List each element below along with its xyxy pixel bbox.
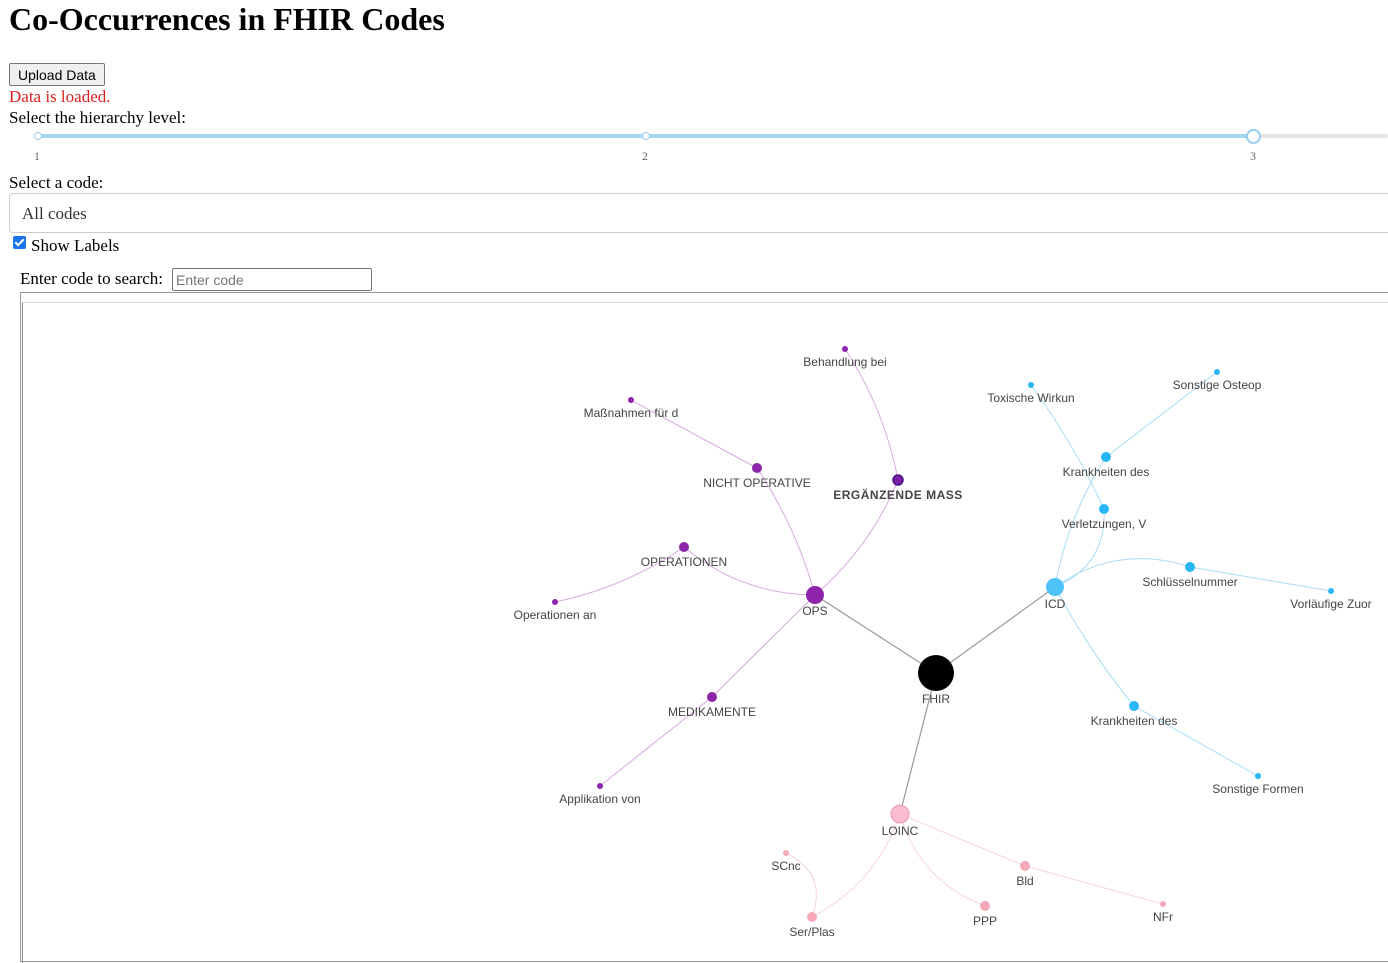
node-label-ops-behandlung: Behandlung bei xyxy=(803,355,886,369)
node-ops-behandlung[interactable] xyxy=(842,346,848,352)
node-label-icd-krankheiten2: Krankheiten des xyxy=(1091,714,1178,728)
hierarchy-label: Select the hierarchy level: xyxy=(9,108,186,127)
node-ops-ergaenz[interactable] xyxy=(892,474,904,486)
edge-icd_krankheiten1-icd_sonstige_osteop xyxy=(1105,371,1218,458)
edge-loinc_serplas-loinc_scnc xyxy=(785,852,817,918)
show-labels-checkbox[interactable] xyxy=(13,236,26,249)
node-label-ops-operationen: OPERATIONEN xyxy=(641,555,727,569)
code-select-label: Select a code: xyxy=(9,173,104,192)
node-ops-nicht[interactable] xyxy=(752,463,762,473)
node-loinc-serplas[interactable] xyxy=(807,912,817,922)
node-label-loinc-bld: Bld xyxy=(1016,874,1033,888)
node-ops-operationen[interactable] xyxy=(679,542,689,552)
edge-fhir-ops xyxy=(814,594,937,674)
slider-mark-2: 2 xyxy=(642,149,648,163)
edge-icd-icd_krankheiten2 xyxy=(1054,586,1135,707)
graph-edges xyxy=(554,348,1332,918)
slider-dot-1[interactable] xyxy=(34,132,42,140)
edge-icd_verletzungen-icd_toxische xyxy=(1030,384,1105,510)
node-icd[interactable] xyxy=(1046,578,1064,596)
slider-handle[interactable] xyxy=(1246,129,1261,144)
node-label-loinc-scnc: SCnc xyxy=(771,859,800,873)
node-label-loinc: LOINC xyxy=(882,824,919,838)
upload-data-button[interactable]: Upload Data xyxy=(9,63,105,86)
page-title: Co-Occurrences in FHIR Codes xyxy=(9,1,445,37)
node-ops-opan[interactable] xyxy=(552,599,558,605)
edge-ops-ops_nicht xyxy=(756,467,816,596)
node-label-fhir: FHIR xyxy=(922,692,950,706)
edge-icd_krankheiten2-icd_sonstige_formen xyxy=(1133,705,1259,777)
node-label-loinc-ppp: PPP xyxy=(973,914,997,928)
edge-ops_operationen-ops_opan xyxy=(554,546,685,603)
node-icd-sonstige-osteop[interactable] xyxy=(1214,369,1220,375)
node-loinc[interactable] xyxy=(890,804,910,824)
node-ops[interactable] xyxy=(806,586,824,604)
node-label-ops-massnahmen: Maßnahmen für d xyxy=(584,406,679,420)
code-search-input[interactable] xyxy=(172,268,372,291)
node-label-ops: OPS xyxy=(802,604,827,618)
graph-labels: FHIR OPS ICD LOINC NICHT OPERATIVE ERGÄNZENDE… xyxy=(514,355,1372,939)
node-icd-verletzungen[interactable] xyxy=(1099,504,1109,514)
node-label-ops-nicht: NICHT OPERATIVE xyxy=(703,476,811,490)
node-icd-krankheiten2[interactable] xyxy=(1129,701,1139,711)
node-icd-sonstige-formen[interactable] xyxy=(1255,773,1261,779)
edge-ops_medikamente-ops_applikation xyxy=(599,696,713,787)
hierarchy-slider[interactable] xyxy=(34,126,1388,146)
edge-icd-icd_verletzungen xyxy=(1054,508,1105,588)
node-label-icd-sonstige-osteop: Sonstige Osteop xyxy=(1173,378,1262,392)
edge-ops-ops_operationen xyxy=(683,546,816,596)
node-loinc-bld[interactable] xyxy=(1020,861,1030,871)
slider-mark-1: 1 xyxy=(34,149,40,163)
edge-ops_nicht-ops_massnahmen xyxy=(630,399,758,469)
edge-icd-icd_schluessel xyxy=(1054,558,1191,588)
node-label-icd-verletzungen: Verletzungen, V xyxy=(1062,517,1147,531)
node-icd-krankheiten1[interactable] xyxy=(1101,452,1111,462)
node-label-ops-ergaenz: ERGÄNZENDE MASS xyxy=(833,487,963,502)
graph-canvas[interactable] xyxy=(22,302,1388,963)
node-icd-schluessel[interactable] xyxy=(1185,562,1195,572)
edge-loinc-loinc_serplas xyxy=(811,813,901,918)
node-fhir[interactable] xyxy=(918,655,954,691)
node-label-icd-schluessel: Schlüsselnummer xyxy=(1142,575,1237,589)
edge-loinc_bld-loinc_nfr xyxy=(1024,865,1164,905)
node-ops-massnahmen[interactable] xyxy=(628,397,634,403)
node-icd-vorlaeufige[interactable] xyxy=(1328,588,1334,594)
node-label-ops-medikamente: MEDIKAMENTE xyxy=(668,705,756,719)
edge-loinc-loinc_ppp xyxy=(899,813,986,907)
node-label-icd-krankheiten1: Krankheiten des xyxy=(1063,465,1150,479)
node-icd-toxische[interactable] xyxy=(1028,382,1034,388)
edge-loinc-loinc_bld xyxy=(899,813,1026,867)
node-label-icd-vorlaeufige: Vorläufige Zuor xyxy=(1290,597,1371,611)
code-select-value: All codes xyxy=(22,204,87,223)
show-labels-label[interactable]: Show Labels xyxy=(31,236,120,255)
code-select[interactable]: All codes xyxy=(9,193,1388,233)
node-loinc-ppp[interactable] xyxy=(980,901,990,911)
node-loinc-nfr[interactable] xyxy=(1160,901,1166,907)
slider-dot-2[interactable] xyxy=(642,132,650,140)
status-message: Data is loaded. xyxy=(9,87,111,106)
edge-ops-ops_medikamente xyxy=(711,594,816,698)
node-ops-applikation[interactable] xyxy=(597,783,603,789)
node-label-icd-sonstige-formen: Sonstige Formen xyxy=(1212,782,1303,796)
node-label-ops-opan: Operationen an xyxy=(514,608,597,622)
node-loinc-scnc[interactable] xyxy=(783,850,789,856)
edge-ops_ergaenz-ops_behandlung xyxy=(844,348,899,481)
graph-nodes[interactable] xyxy=(552,346,1334,922)
node-label-loinc-serplas: Ser/Plas xyxy=(789,925,834,939)
node-ops-medikamente[interactable] xyxy=(707,692,717,702)
node-label-icd-toxische: Toxische Wirkun xyxy=(987,391,1074,405)
node-label-icd: ICD xyxy=(1045,597,1066,611)
search-label: Enter code to search: xyxy=(20,269,164,288)
edge-icd-icd_krankheiten1 xyxy=(1054,456,1107,588)
slider-mark-3: 3 xyxy=(1250,149,1256,163)
node-label-loinc-nfr: NFr xyxy=(1153,910,1173,924)
edge-icd_schluessel-icd_vorlaeufige xyxy=(1189,566,1332,592)
node-label-ops-applikation: Applikation von xyxy=(559,792,640,806)
edge-fhir-icd xyxy=(935,586,1056,674)
edge-ops-ops_ergaenz xyxy=(814,479,899,596)
